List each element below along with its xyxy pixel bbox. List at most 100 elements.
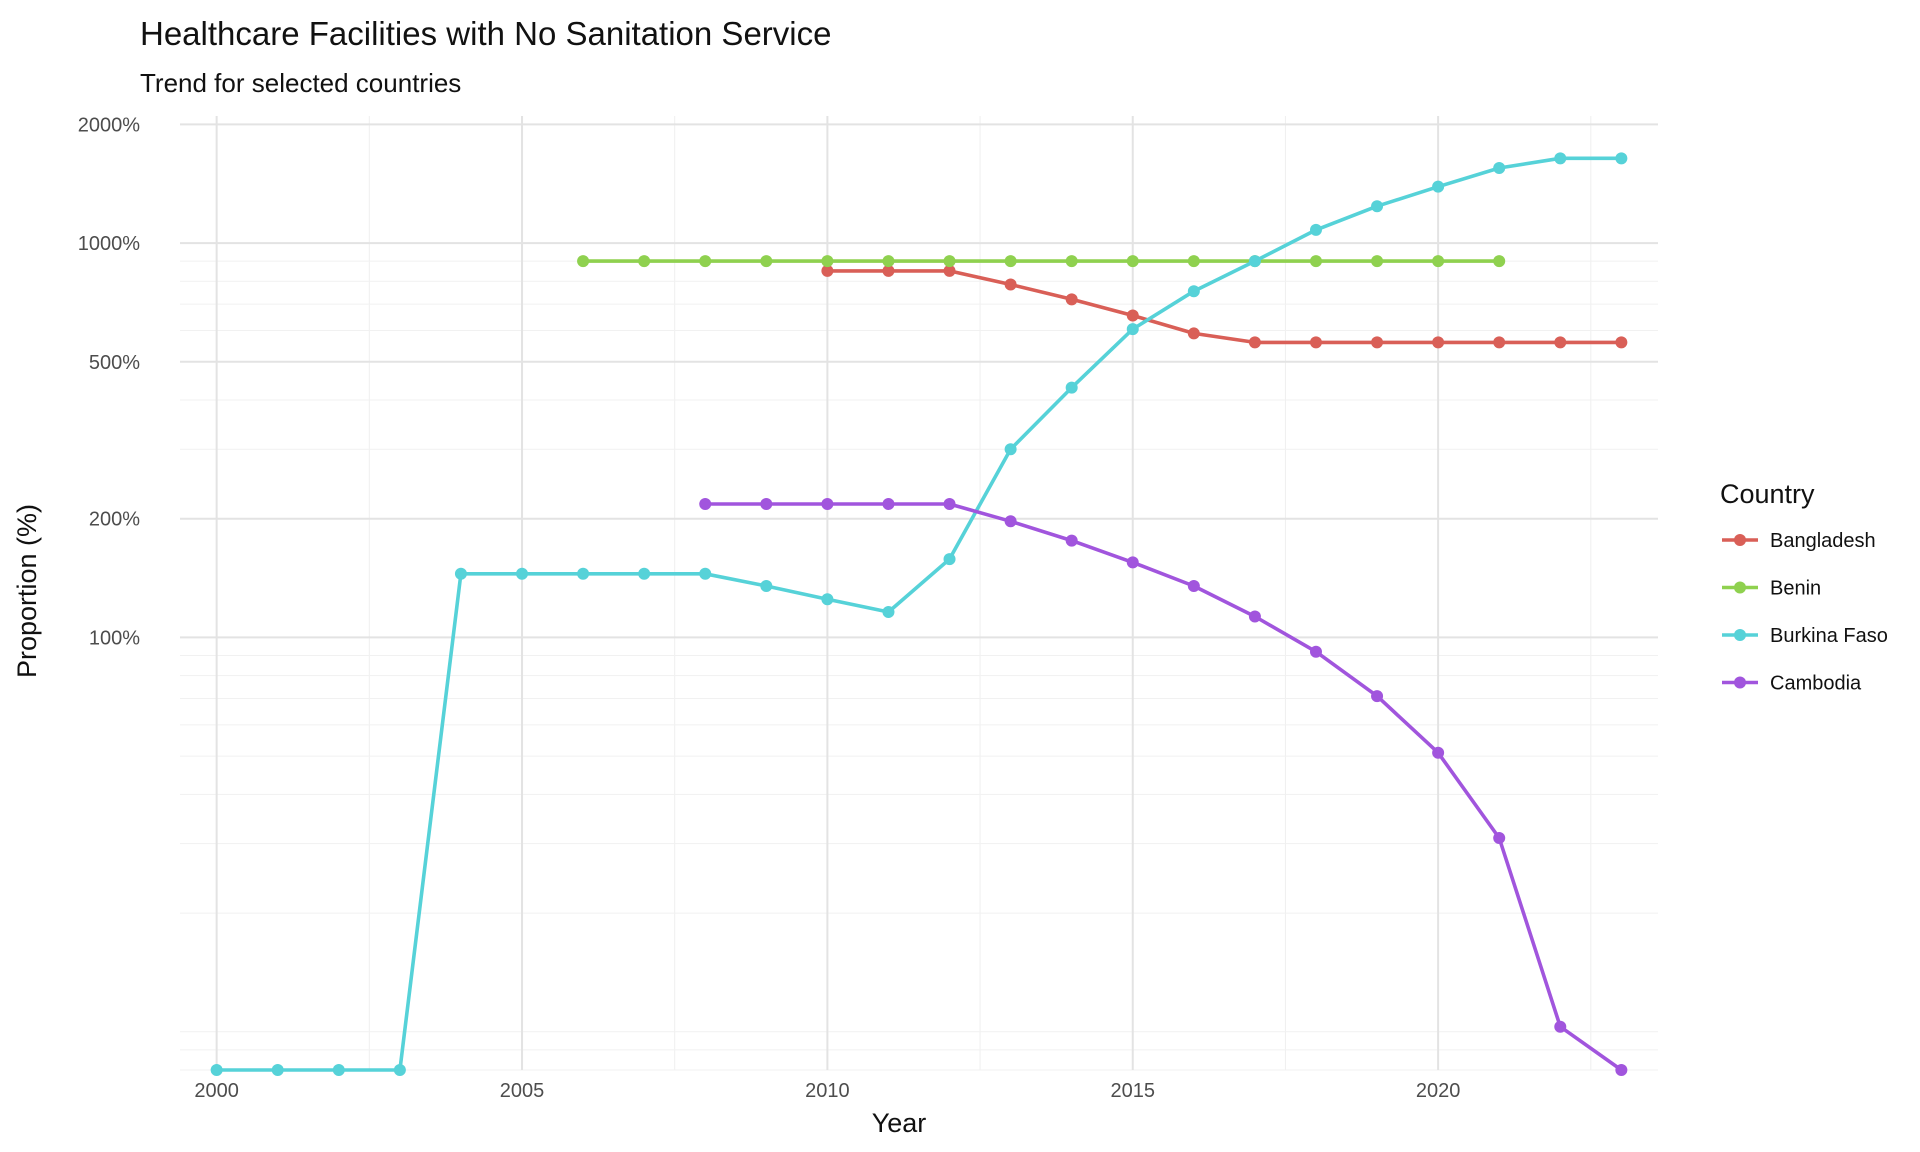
legend-marker [1734, 629, 1746, 641]
data-point-benin [943, 255, 956, 268]
data-point-bangladesh [1371, 336, 1384, 349]
data-point-benin [760, 255, 773, 268]
data-point-cambodia [943, 497, 956, 510]
data-point-burkina-faso [210, 1064, 223, 1076]
data-point-cambodia [1615, 1064, 1628, 1076]
x-tick-label: 2000 [194, 1080, 239, 1102]
data-point-cambodia [1248, 610, 1261, 623]
series-line-cambodia [703, 502, 1624, 1072]
data-point-burkina-faso [1187, 285, 1200, 298]
series-bangladesh [821, 264, 1628, 349]
grid-layer [180, 116, 1658, 1071]
legend-marker [1734, 676, 1746, 689]
data-point-bangladesh [1065, 293, 1078, 306]
data-point-burkina-faso [332, 1064, 345, 1076]
data-point-benin [577, 255, 590, 268]
data-point-benin [1004, 255, 1017, 268]
data-point-bangladesh [1493, 336, 1506, 349]
data-point-burkina-faso [699, 567, 712, 580]
data-point-burkina-faso [271, 1064, 284, 1076]
data-point-burkina-faso [1554, 152, 1567, 165]
data-point-cambodia [882, 497, 895, 510]
data-point-benin [1432, 255, 1445, 268]
data-point-burkina-faso [1248, 255, 1261, 268]
x-tick-label: 2020 [1416, 1080, 1461, 1102]
data-point-burkina-faso [1371, 200, 1384, 213]
axis-layer: 2000 2005 2010 2015 2020 100% 200% 500% 1000% 200… [78, 114, 1461, 1102]
data-point-benin [821, 255, 834, 268]
data-point-bangladesh [943, 264, 956, 277]
y-tick-label: 2000% [78, 114, 140, 136]
series-benin [577, 255, 1506, 268]
y-tick-label: 500% [89, 352, 140, 374]
data-point-burkina-faso [1126, 323, 1139, 336]
x-tick-label: 2010 [805, 1080, 850, 1102]
legend: Country Bangladesh Benin Burkina Faso Cambo… [1720, 479, 1888, 695]
data-point-burkina-faso [454, 567, 467, 580]
data-point-cambodia [1004, 515, 1017, 528]
data-point-benin [699, 255, 712, 268]
data-point-cambodia [1554, 1020, 1567, 1033]
x-tick-label: 2005 [500, 1080, 545, 1102]
y-axis-title: Proportion (%) [12, 504, 42, 678]
series-cambodia [699, 497, 1628, 1076]
y-tick-label: 100% [89, 627, 140, 649]
series-layer [210, 152, 1628, 1076]
legend-label: Cambodia [1770, 673, 1862, 695]
legend-item-bangladesh: Bangladesh [1722, 530, 1876, 552]
legend-label: Burkina Faso [1770, 625, 1888, 647]
data-point-benin [1187, 255, 1200, 268]
data-point-cambodia [1309, 645, 1322, 658]
legend-marker [1734, 581, 1746, 594]
data-point-cambodia [821, 497, 834, 510]
data-point-bangladesh [1187, 327, 1200, 340]
data-point-bangladesh [882, 264, 895, 277]
x-axis-title: Year [872, 1108, 927, 1138]
data-point-burkina-faso [516, 567, 529, 580]
data-point-burkina-faso [577, 567, 590, 580]
data-point-burkina-faso [1309, 223, 1322, 236]
data-point-cambodia [1371, 690, 1384, 703]
data-point-burkina-faso [638, 567, 651, 580]
legend-label: Benin [1770, 578, 1821, 600]
series-line-burkina-faso [214, 156, 1624, 1072]
data-point-cambodia [1432, 746, 1445, 759]
series-burkina-faso [210, 152, 1628, 1076]
data-point-benin [1371, 255, 1384, 268]
chart-title: Healthcare Facilities with No Sanitation… [140, 15, 831, 52]
data-point-burkina-faso [1493, 162, 1506, 175]
legend-title: Country [1720, 479, 1815, 509]
data-point-cambodia [1187, 580, 1200, 593]
legend-item-benin: Benin [1722, 578, 1821, 600]
y-tick-label: 1000% [78, 233, 140, 255]
data-point-burkina-faso [882, 606, 895, 619]
x-tick-label: 2015 [1111, 1080, 1156, 1102]
data-point-bangladesh [1432, 336, 1445, 349]
data-point-bangladesh [1248, 336, 1261, 349]
data-point-cambodia [760, 497, 773, 510]
legend-item-cambodia: Cambodia [1722, 673, 1862, 695]
data-point-burkina-faso [760, 580, 773, 593]
data-point-burkina-faso [1065, 381, 1078, 394]
chart-subtitle: Trend for selected countries [140, 68, 461, 98]
data-point-cambodia [1065, 534, 1078, 547]
data-point-benin [1065, 255, 1078, 268]
data-point-bangladesh [1615, 336, 1628, 349]
data-point-burkina-faso [393, 1064, 406, 1076]
data-point-cambodia [699, 497, 712, 510]
y-tick-label: 200% [89, 509, 140, 531]
data-point-burkina-faso [1615, 152, 1628, 165]
legend-marker [1734, 534, 1746, 546]
legend-item-burkina-faso: Burkina Faso [1722, 625, 1888, 647]
data-point-bangladesh [1004, 278, 1017, 291]
data-point-burkina-faso [943, 553, 956, 566]
data-point-cambodia [1493, 832, 1506, 845]
data-point-bangladesh [1554, 336, 1567, 349]
data-point-benin [1126, 255, 1139, 268]
data-point-benin [1309, 255, 1322, 268]
data-point-bangladesh [1309, 336, 1322, 349]
data-point-bangladesh [1126, 309, 1139, 322]
data-point-cambodia [1126, 556, 1139, 569]
